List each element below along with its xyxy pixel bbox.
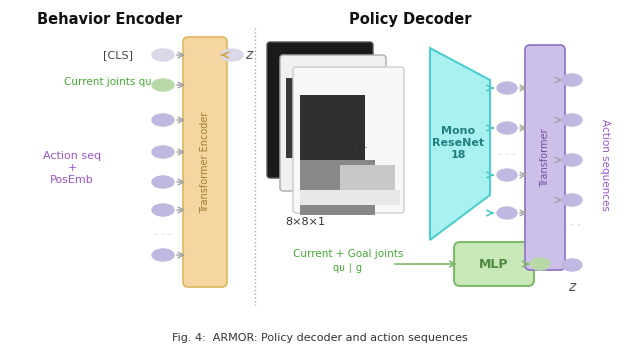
Text: Transformer: Transformer [540, 128, 550, 187]
Text: qᴜ ∣ g: qᴜ ∣ g [333, 263, 362, 273]
Ellipse shape [562, 194, 582, 206]
Text: z: z [245, 48, 252, 62]
Text: Transformer Encoder: Transformer Encoder [200, 111, 210, 213]
Ellipse shape [562, 154, 582, 166]
Ellipse shape [497, 169, 517, 181]
Ellipse shape [152, 114, 174, 126]
Text: Mono
ReseNet
18: Mono ReseNet 18 [432, 126, 484, 159]
Text: MLP: MLP [479, 257, 509, 270]
Text: Behavior Encoder: Behavior Encoder [37, 12, 182, 27]
Text: Fig. 4:  ARMOR: Policy decoder and action sequences: Fig. 4: ARMOR: Policy decoder and action… [172, 333, 468, 343]
Ellipse shape [152, 249, 174, 261]
FancyBboxPatch shape [286, 78, 356, 158]
Ellipse shape [152, 49, 174, 61]
Text: . . .: . . . [563, 217, 581, 227]
FancyBboxPatch shape [300, 160, 375, 215]
FancyBboxPatch shape [183, 37, 227, 287]
Ellipse shape [152, 204, 174, 216]
FancyBboxPatch shape [267, 42, 373, 178]
Ellipse shape [497, 122, 517, 134]
Text: Policy Decoder: Policy Decoder [349, 12, 471, 27]
Ellipse shape [497, 82, 517, 94]
FancyBboxPatch shape [300, 95, 365, 160]
Polygon shape [430, 48, 490, 240]
Ellipse shape [152, 79, 174, 91]
Text: Action sequences: Action sequences [600, 119, 610, 211]
Text: . . .: . . . [353, 140, 367, 150]
Text: . . .: . . . [498, 147, 516, 157]
FancyBboxPatch shape [525, 45, 565, 270]
FancyBboxPatch shape [300, 190, 400, 205]
Ellipse shape [152, 176, 174, 188]
Ellipse shape [562, 74, 582, 86]
Ellipse shape [562, 114, 582, 126]
Text: z: z [568, 280, 575, 294]
Text: Current + Goal joints: Current + Goal joints [293, 249, 403, 259]
Ellipse shape [530, 258, 550, 270]
Ellipse shape [562, 259, 582, 271]
FancyBboxPatch shape [340, 165, 395, 195]
FancyBboxPatch shape [293, 67, 404, 213]
FancyBboxPatch shape [280, 55, 386, 191]
Ellipse shape [221, 49, 243, 61]
Text: Current joints qᴜ: Current joints qᴜ [65, 77, 152, 87]
Ellipse shape [152, 146, 174, 158]
Ellipse shape [497, 207, 517, 219]
Text: [CLS]: [CLS] [103, 50, 133, 60]
FancyBboxPatch shape [454, 242, 534, 286]
Text: 8×8×1: 8×8×1 [285, 217, 325, 227]
Text: Action seq
+
PosEmb: Action seq + PosEmb [43, 152, 101, 185]
Text: . . .: . . . [154, 227, 172, 237]
